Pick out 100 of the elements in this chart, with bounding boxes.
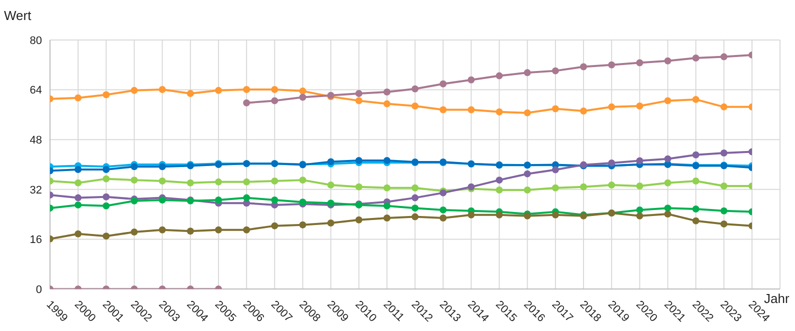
point [243,194,250,202]
point [383,88,390,96]
point [102,175,110,182]
point [524,109,531,116]
point [664,204,672,212]
point [496,72,503,80]
point [243,178,250,186]
point [102,91,110,98]
point [383,156,390,164]
point [158,226,166,234]
point [664,179,672,186]
point [468,211,475,218]
point [636,212,644,220]
point [186,90,194,98]
point [692,54,700,62]
point [664,155,672,162]
point [412,184,419,192]
point [552,105,559,112]
point [468,106,475,114]
point [524,186,531,194]
point [692,206,700,213]
point [692,217,700,224]
point [383,184,390,192]
point [440,206,447,214]
point [327,182,334,189]
point [580,183,588,190]
point [412,213,419,220]
point [552,166,559,174]
point [720,182,728,190]
point [720,207,728,214]
point [383,202,390,210]
point [552,211,559,218]
point [608,182,616,189]
point [608,103,616,110]
y-tick-label: 32 [30,184,42,196]
point [636,102,644,110]
point [214,86,222,94]
point [271,222,278,230]
point [186,228,194,235]
point [243,226,250,234]
point [468,76,475,84]
point [720,53,728,60]
point [355,156,362,164]
y-tick-label: 48 [30,134,42,147]
point [440,214,447,222]
point [720,220,728,228]
point [271,86,278,93]
point [130,163,138,170]
point [74,166,82,173]
point [636,182,644,190]
point [580,107,588,114]
point [74,201,82,208]
point [692,151,700,158]
point [496,108,503,116]
point [608,61,616,68]
point [692,177,700,184]
point [74,230,82,238]
y-tick-label: 80 [30,34,42,47]
point [636,59,644,66]
point [102,193,110,200]
point [214,226,222,234]
point [636,157,644,164]
point [158,86,166,93]
point [74,94,82,102]
point [74,194,82,202]
point [664,210,672,218]
point [130,86,138,94]
point [355,216,362,224]
point [412,102,419,110]
point [102,166,110,173]
point [299,94,306,101]
point [552,184,559,192]
point [664,57,672,64]
point [412,85,419,92]
point [102,232,110,240]
point [355,183,362,190]
point [636,206,644,214]
point [130,228,138,236]
point [412,204,419,212]
point [496,176,503,184]
point [243,99,250,106]
point [692,96,700,103]
point [214,178,222,186]
point [524,69,531,76]
point [720,149,728,156]
point [271,196,278,204]
point [383,214,390,222]
point [412,194,419,202]
point [158,177,166,184]
y-tick-label: 64 [30,84,42,97]
point [355,90,362,98]
point [327,220,334,227]
point [355,97,362,104]
point [496,211,503,218]
point [580,63,588,70]
point [214,196,222,204]
point [243,86,250,93]
y-tick-label: 16 [30,234,42,246]
point [664,97,672,104]
point [440,106,447,114]
